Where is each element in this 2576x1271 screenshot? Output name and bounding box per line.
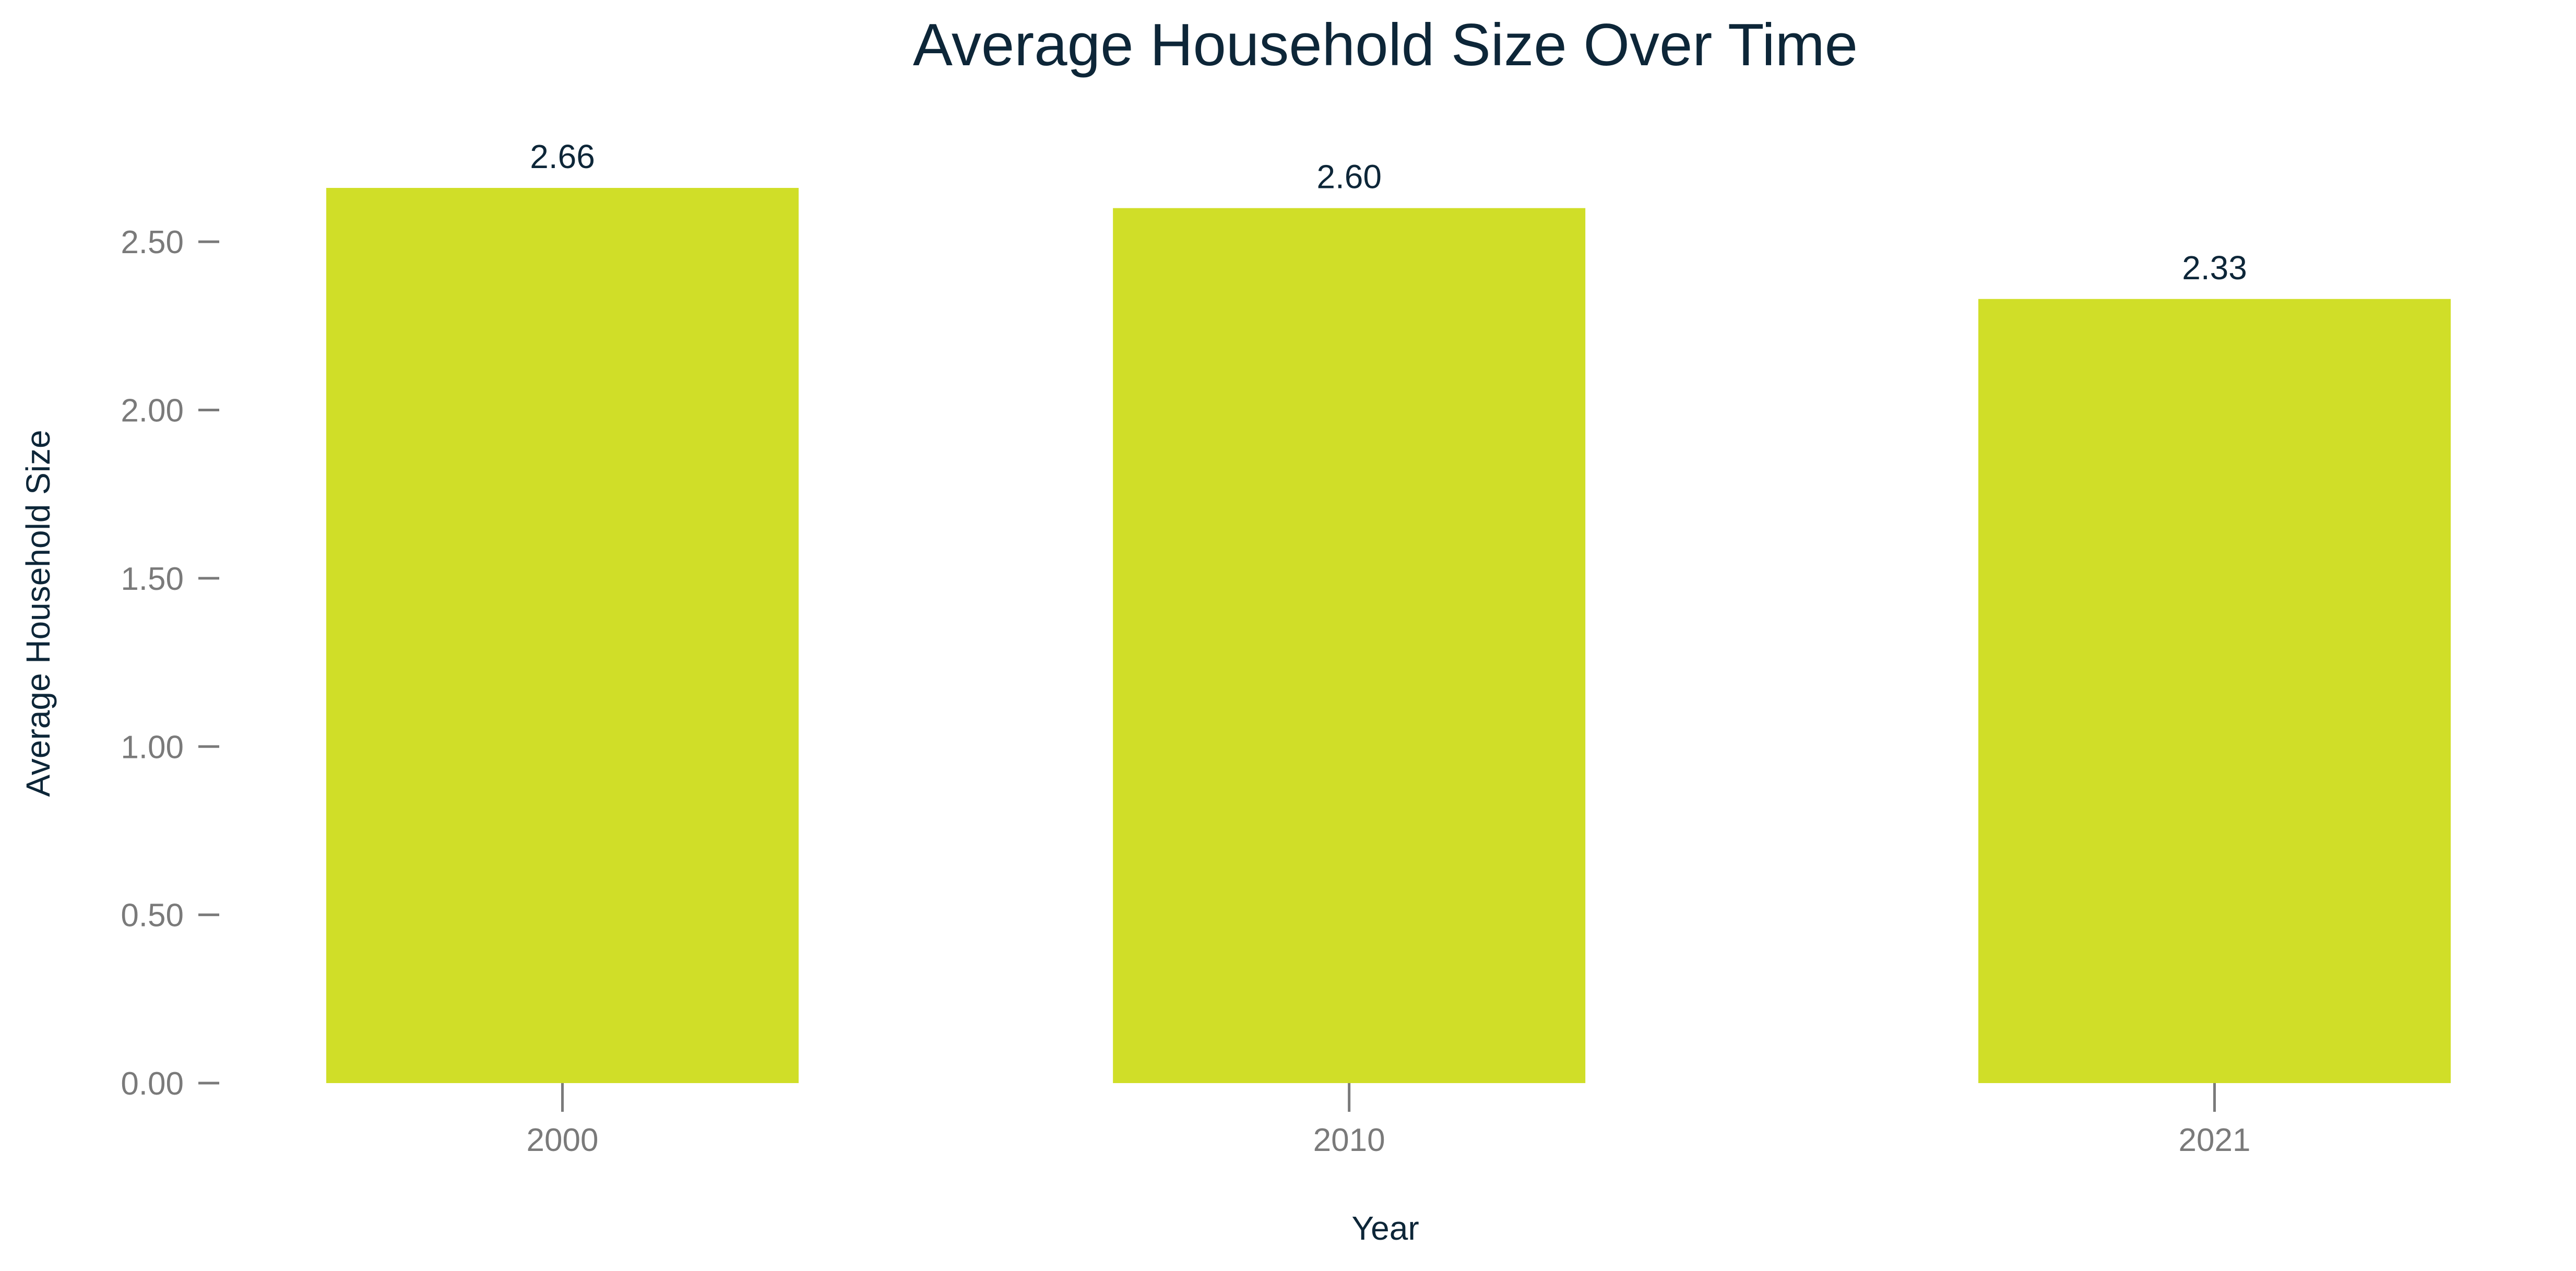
plot-area: 0.00 0.50 1.00 1.50 2.00 2.50 2.66 2000 2.60 2010… (121, 138, 2451, 1158)
y-tick-label: 0.00 (121, 1066, 184, 1102)
chart-title: Average Household Size Over Time (913, 12, 1858, 78)
y-tick-label: 2.00 (121, 393, 184, 429)
x-tick-label: 2000 (527, 1122, 599, 1158)
y-tick-label: 0.50 (121, 898, 184, 934)
bar-data-label: 2.60 (1316, 158, 1382, 196)
bar-data-label: 2.33 (2182, 249, 2247, 287)
x-axis-label: Year (1351, 1209, 1419, 1247)
bar (326, 188, 799, 1083)
bar (1978, 299, 2451, 1083)
x-tick-label: 2010 (1313, 1122, 1385, 1158)
y-tick-label: 1.50 (121, 561, 184, 597)
x-tick-label: 2021 (2179, 1122, 2251, 1158)
y-tick-label: 2.50 (121, 224, 184, 260)
y-axis-label: Average Household Size (19, 430, 57, 797)
bar (1113, 208, 1586, 1083)
y-tick-label: 1.00 (121, 729, 184, 765)
bar-data-label: 2.66 (530, 138, 595, 175)
